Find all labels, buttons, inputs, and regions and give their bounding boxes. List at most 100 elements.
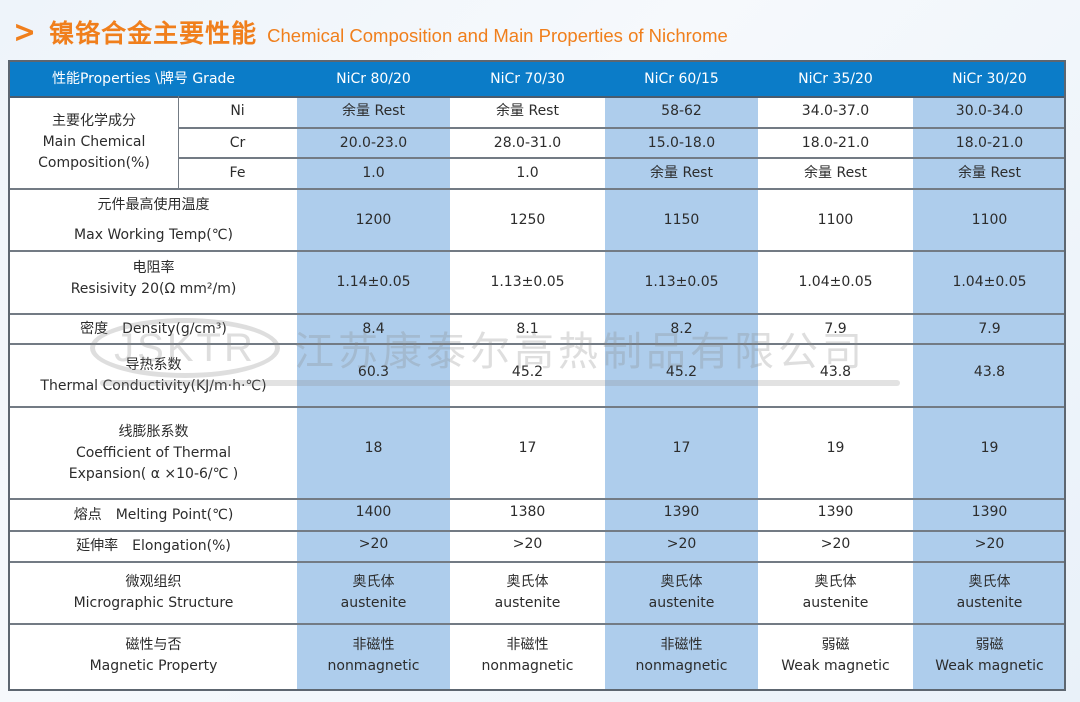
label-en: Resisivity 20(Ω mm²/m) [70, 280, 237, 297]
table-cell: 15.0-18.0 [647, 134, 716, 151]
watermark-underline [100, 380, 900, 386]
table-cell: 19 [826, 439, 845, 456]
table-cell: 1.14±0.05 [336, 274, 411, 290]
row-label-magnetic-property: 磁性与否 Magnetic Property [10, 625, 297, 689]
value-en: nonmagnetic [327, 658, 420, 674]
header-grade-nicr3520: NiCr 35/20 [798, 70, 873, 87]
table-cell: >20 [974, 535, 1005, 552]
table-cell: 43.8 [973, 363, 1006, 380]
table-cell: 奥氏体 austenite [605, 563, 758, 623]
table-cell: 1.0 [362, 164, 385, 181]
label-cn: 延伸率 [76, 538, 119, 554]
label-cn: 导热系数 [125, 356, 182, 373]
table-cell: 奥氏体 austenite [758, 563, 913, 623]
table-cell: 非磁性 nonmagnetic [297, 625, 450, 687]
label-cn: 微观组织 [125, 574, 182, 590]
table-cell: 17 [672, 439, 691, 456]
table-cell: 余量 Rest [650, 164, 713, 181]
header-grade-nicr6015: NiCr 60/15 [644, 70, 719, 87]
value-en: austenite [648, 595, 715, 611]
table-cell: 奥氏体 austenite [450, 563, 605, 623]
row-label-elongation: 延伸率 Elongation(%) [10, 532, 297, 561]
value-cn: 奥氏体 [352, 574, 395, 590]
label-cn: 元件最高使用温度 [97, 197, 210, 213]
table-cell: 1400 [355, 503, 392, 520]
label-cn: 线膨胀系数 [118, 423, 189, 440]
table-cell: 28.0-31.0 [493, 134, 562, 151]
element-cr: Cr [229, 134, 246, 151]
table-cell: 19 [980, 439, 999, 456]
row-divider [10, 406, 1064, 408]
row-label-thermal-expansion: 线膨胀系数 Coefficient of Thermal Expansion( … [10, 408, 297, 498]
label-en: Coefficient of Thermal [75, 444, 232, 461]
table-cell: 20.0-23.0 [339, 134, 408, 151]
header-grade-nicr7030: NiCr 70/30 [490, 70, 565, 87]
properties-table: 性能Properties \牌号 Grade NiCr 80/20 NiCr 7… [8, 60, 1066, 691]
table-cell: 45.2 [511, 363, 544, 380]
table-cell: 18.0-21.0 [955, 134, 1024, 151]
row-divider [10, 188, 1064, 190]
table-cell: 45.2 [665, 363, 698, 380]
label-en-2: Expansion( α ×10-6/℃ ) [68, 465, 239, 482]
label-cn: 密度 [80, 320, 109, 337]
table-cell: 1150 [663, 211, 700, 228]
table-cell: 余量 Rest [958, 164, 1021, 181]
table-cell: 7.9 [824, 320, 847, 337]
table-cell: 1380 [509, 503, 546, 520]
row-divider [10, 623, 1064, 625]
table-cell: 1.04±0.05 [952, 274, 1027, 290]
value-en: austenite [340, 595, 407, 611]
row-label-resistivity: 电阻率 Resisivity 20(Ω mm²/m) [10, 252, 297, 313]
composition-label: 主要化学成分 Main Chemical Composition(%) [10, 96, 178, 188]
value-cn: 弱磁 [821, 637, 850, 653]
table-header: 性能Properties \牌号 Grade NiCr 80/20 NiCr 7… [10, 62, 1064, 98]
table-cell: 1390 [971, 503, 1008, 520]
row-divider [10, 530, 1064, 532]
table-cell: 1.13±0.05 [490, 274, 565, 290]
row-divider [10, 250, 1064, 252]
table-cell: 1100 [971, 211, 1008, 228]
row-divider [178, 127, 1064, 129]
table-cell: 7.9 [978, 320, 1001, 337]
chevron-right-icon: > [13, 15, 36, 50]
title-english: Chemical Composition and Main Properties… [267, 25, 728, 46]
label-en: Thermal Conductivity(KJ/m·h·℃) [40, 377, 267, 394]
value-en: austenite [494, 595, 561, 611]
row-label-density: 密度 Density(g/cm³) [10, 315, 297, 343]
value-cn: 非磁性 [506, 637, 549, 653]
table-cell: >20 [358, 535, 389, 552]
header-grade-nicr3020: NiCr 30/20 [952, 70, 1027, 87]
table-cell: >20 [820, 535, 851, 552]
label-cn: 熔点 [73, 506, 102, 523]
table-cell: 非磁性 nonmagnetic [605, 625, 758, 687]
value-en: Weak magnetic [935, 658, 1044, 674]
table-cell: 1200 [355, 211, 392, 228]
title-chinese: 镍铬合金主要性能 [49, 19, 258, 48]
table-cell: 1.04±0.05 [798, 274, 873, 290]
label-en: Density(g/cm³) [122, 320, 227, 337]
table-cell: 1.0 [516, 164, 539, 181]
table-cell: 1390 [817, 503, 854, 520]
table-cell: 余量 Rest [804, 164, 867, 181]
element-ni: Ni [230, 103, 245, 119]
value-en: nonmagnetic [481, 658, 574, 674]
table-cell: 奥氏体 austenite [913, 563, 1064, 623]
table-cell: 弱磁 Weak magnetic [758, 625, 913, 687]
table-cell: 43.8 [819, 363, 852, 380]
composition-label-en-2: Composition(%) [38, 154, 150, 171]
composition-label-en-1: Main Chemical [42, 133, 146, 150]
row-label-max-temp: 元件最高使用温度 Max Working Temp(℃) [10, 190, 297, 250]
row-label-melting-point: 熔点 Melting Point(℃) [10, 500, 297, 530]
header-corner: 性能Properties \牌号 Grade [51, 70, 236, 87]
label-en: Elongation(%) [132, 538, 231, 554]
table-cell: 1100 [817, 211, 854, 228]
label-en: Magnetic Property [89, 658, 218, 674]
row-divider [10, 561, 1064, 563]
table-cell: 弱磁 Weak magnetic [913, 625, 1064, 687]
value-cn: 奥氏体 [660, 574, 703, 590]
table-cell: 1390 [663, 503, 700, 520]
row-label-micrographic-structure: 微观组织 Micrographic Structure [10, 563, 297, 623]
header-grade-nicr8020: NiCr 80/20 [336, 70, 411, 87]
composition-label-cn: 主要化学成分 [52, 112, 136, 129]
value-cn: 非磁性 [352, 637, 395, 653]
